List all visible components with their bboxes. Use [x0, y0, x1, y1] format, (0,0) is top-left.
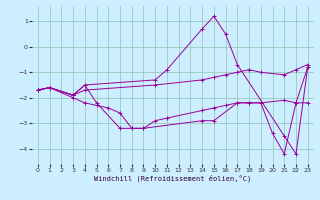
X-axis label: Windchill (Refroidissement éolien,°C): Windchill (Refroidissement éolien,°C) — [94, 175, 252, 182]
